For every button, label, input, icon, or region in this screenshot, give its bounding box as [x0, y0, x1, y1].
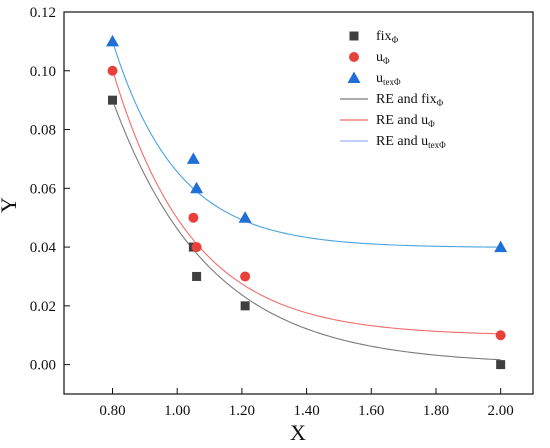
legend-label: RE and uΦ: [376, 113, 435, 129]
x-tick-label: 1.60: [358, 403, 384, 419]
data-point-square: [192, 271, 202, 281]
data-point-circle: [240, 271, 251, 282]
data-point-circle: [495, 330, 506, 341]
data-point-triangle: [494, 240, 508, 253]
data-point-square: [108, 95, 118, 105]
data-point-triangle: [186, 152, 200, 164]
legend-label: RE and utexΦ: [376, 134, 446, 150]
y-tick-label: 0.10: [30, 64, 56, 80]
data-points: [106, 34, 508, 370]
x-tick-label: 1.80: [423, 403, 449, 419]
data-point-square: [240, 301, 250, 311]
y-tick-label: 0.08: [30, 123, 56, 139]
fit-curve: [111, 41, 501, 248]
legend-marker-square: [349, 31, 359, 41]
legend-marker-circle: [349, 52, 359, 62]
x-tick-label: 0.80: [99, 403, 125, 419]
x-tick-label: 2.00: [488, 403, 514, 419]
fit-curve: [112, 99, 501, 361]
fit-curves: [111, 41, 501, 361]
plot-frame: [63, 11, 534, 395]
data-point-triangle: [106, 34, 120, 47]
y-tick-label: 0.04: [30, 240, 57, 256]
y-tick-label: 0.00: [30, 358, 56, 374]
x-tick-label: 1.20: [229, 403, 255, 419]
legend-label: RE and fixΦ: [376, 92, 444, 108]
data-point-triangle: [190, 181, 204, 194]
x-tick-label: 1.40: [293, 403, 319, 419]
legend-label: utexΦ: [376, 71, 401, 87]
legend-label: fixΦ: [376, 29, 399, 45]
x-axis-ticks: 0.80 1.00 1.20 1.40 1.60 1.80 2.00: [99, 388, 514, 419]
y-tick-label: 0.12: [30, 5, 56, 21]
y-axis-title: Y: [0, 197, 21, 213]
y-axis-ticks: 0.00 0.02 0.04 0.06 0.08 0.10 0.12: [30, 5, 70, 374]
legend-marker-triangle: [347, 71, 361, 83]
data-point-circle: [107, 65, 118, 76]
x-axis-title: X: [290, 420, 306, 445]
data-point-circle: [188, 212, 199, 223]
data-point-circle: [191, 242, 202, 253]
legend: fixΦ uΦ utexΦ RE and fixΦ RE and uΦ RE and ut…: [340, 29, 446, 150]
data-point-triangle: [238, 211, 252, 223]
x-tick-label: 1.00: [164, 403, 190, 419]
legend-label: uΦ: [376, 50, 390, 66]
y-tick-label: 0.06: [30, 181, 57, 197]
fit-curve: [111, 69, 501, 335]
y-tick-label: 0.02: [30, 299, 56, 315]
data-point-square: [496, 360, 506, 370]
